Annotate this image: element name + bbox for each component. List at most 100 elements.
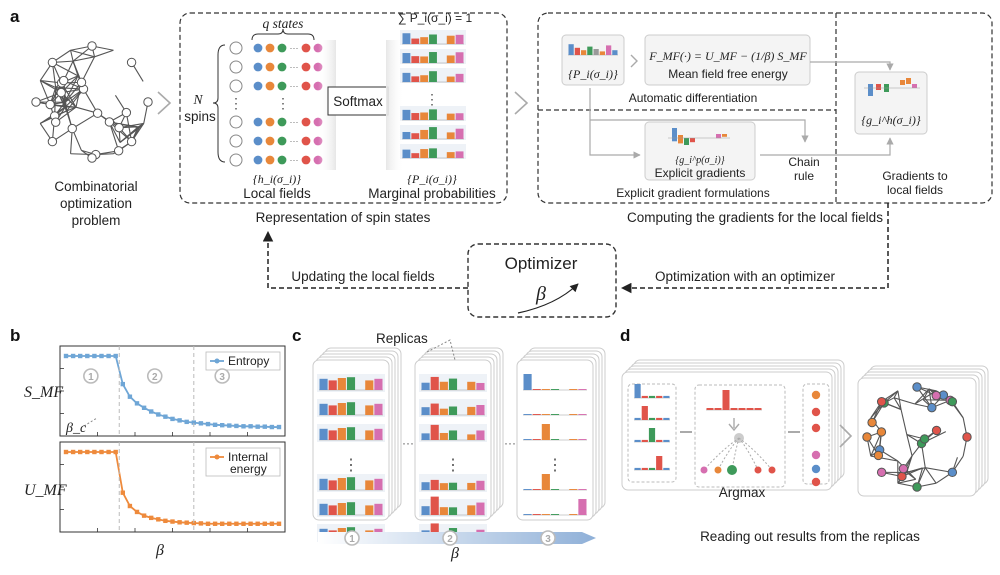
gp-bar [684,138,689,145]
hdots: ··· [290,136,299,146]
phase-circle [83,368,99,384]
replica-bar [374,378,383,390]
graph-node [113,146,124,156]
replicas-panel: ⋮ ⋮ ⋮ ··· ··· 1 2 3 [312,339,606,546]
graph-node [76,77,87,88]
pi-bar [587,46,593,55]
data-point [156,412,161,417]
replica-bar [532,489,541,490]
readout-bar [656,456,663,470]
graph-node [947,467,958,478]
replica-bar [448,378,458,390]
readout-bar [634,417,641,420]
pi-bar [568,44,574,55]
marginal-bar [429,127,437,139]
replica-bar [448,430,458,440]
replica-bar [430,403,439,415]
pi-bar [581,50,587,55]
marginal-bar [402,109,411,120]
replica-bar [374,428,383,440]
replicas-label: Replicas [376,331,428,346]
option-node [727,465,737,475]
field-dot [265,117,275,127]
marginal-bar [455,34,464,44]
replica-bar [374,478,383,490]
hdots: ··· [290,43,299,53]
readout-bar [634,384,641,398]
vdots: ⋮ [229,95,243,111]
replica-bar [541,414,550,415]
readout-bar [656,439,663,442]
graph-node [862,432,872,442]
data-point [120,490,125,495]
replica-bar [328,405,337,415]
hdots: ··· [504,436,516,450]
gh-bar [868,84,873,96]
replica-bar [541,389,550,390]
argmax-bar [730,408,738,410]
data-point [248,424,253,429]
spin-circle [229,134,243,148]
gh-bar [876,84,881,90]
decision-edge [738,437,773,471]
gp-bar [722,134,727,137]
replica-bar [365,430,374,440]
opt-with-label: Optimization with an optimizer [655,269,836,284]
replica-bar [448,406,458,415]
spin-circle [229,115,243,129]
replica-bar [346,377,356,390]
replica-bar [346,402,356,415]
marginal-bar [411,76,420,82]
graph-edge [94,49,114,58]
data-point [198,521,204,526]
option-node [714,466,722,474]
field-dot [265,62,275,72]
data-point [85,353,90,359]
replica-bar [319,478,328,490]
data-point [262,424,267,429]
problem-label-3: problem [72,213,121,228]
marginal-bar [429,34,437,44]
replica-bar [476,502,485,515]
panel-c-label: c [292,326,301,345]
graph-node [92,108,103,118]
readout-bar [641,467,648,470]
optimizer-arrow-icon [517,283,579,314]
s-mf-label: S_MF [24,384,63,401]
data-point [113,353,118,359]
pi-bar [574,47,580,55]
optimizer-beta: β [535,283,546,305]
pi-bar [593,49,599,55]
field-dot [301,81,311,91]
replica-bar [467,482,476,490]
data-point [276,521,282,526]
marginal-bar [429,109,437,120]
replica-bar [550,389,560,390]
computing-label: Computing the gradients for the local fi… [627,210,883,225]
marginal-bar [455,128,464,139]
marginal-bar [420,75,429,82]
data-point [184,520,189,525]
marginal-bar [446,55,455,63]
pi-bar [612,50,618,55]
replica-bar [337,503,346,515]
gp-bar [678,135,683,144]
graph-node [67,123,77,134]
problem-label-1: Combinatorial [54,179,137,194]
replica-bar [328,480,337,490]
data-point [269,521,275,526]
legend-label: Internal [228,450,268,464]
replica-bar [421,407,430,415]
option-node [754,466,762,474]
data-point [191,520,196,526]
replica-bar [476,405,485,415]
replica-bar [421,482,430,490]
replica-bar [523,439,532,440]
legend-label: Entropy [228,354,269,368]
replica-bar [569,414,578,415]
data-point [141,405,147,410]
grad-to-label-2: local fields [887,183,943,197]
replica-bar [346,502,356,515]
to-explicit-arrow [589,88,641,159]
phase-circle [214,368,230,384]
